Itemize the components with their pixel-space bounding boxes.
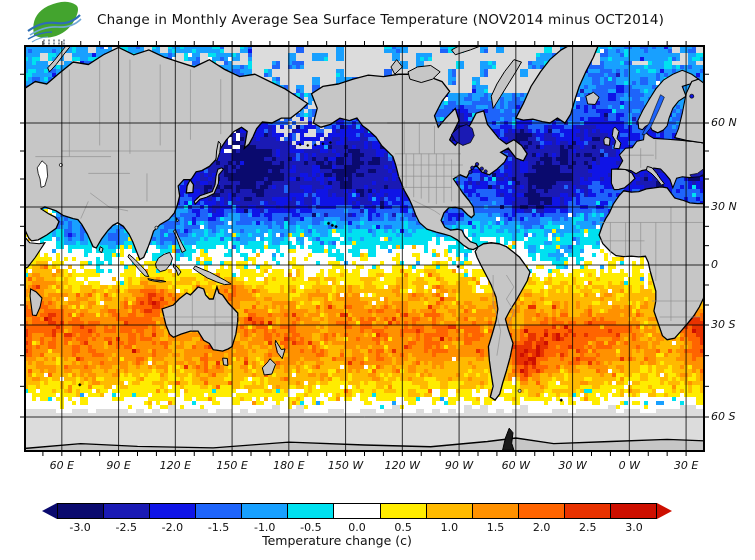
lon-tick-label: 90 W	[444, 459, 474, 472]
colorbar-segment	[563, 503, 610, 519]
colorbar-tick: 1.5	[486, 521, 505, 534]
colorbar-tick: 0.0	[348, 521, 366, 534]
colorbar-segment	[103, 503, 150, 519]
lon-tick-label: 30 E	[673, 459, 699, 472]
colorbar-segment	[195, 503, 242, 519]
colorbar-segment	[471, 503, 518, 519]
lon-tick-label: 150 W	[327, 459, 364, 472]
lon-tick-label: 60 W	[501, 459, 531, 472]
lon-tick-label: 120 W	[384, 459, 421, 472]
lon-tick-label: 30 W	[558, 459, 587, 472]
colorbar-segment	[379, 503, 426, 519]
colorbar-tick: 2.0	[532, 521, 551, 534]
leaf-icon	[33, 1, 78, 38]
colorbar-segment	[609, 503, 658, 519]
colorbar-tick: -1.5	[207, 521, 230, 534]
colorbar-segment	[517, 503, 564, 519]
colorbar-left-arrow-icon	[42, 503, 57, 519]
colorbar-segment	[241, 503, 288, 519]
colorbar-tick: -3.0	[69, 521, 91, 534]
lon-tick-label: 60 E	[49, 459, 75, 472]
lat-tick-label: 30 S	[711, 318, 736, 331]
lon-tick-label: 90 E	[106, 459, 131, 472]
wave-icon	[29, 18, 82, 36]
lat-tick-label: 0	[711, 258, 718, 271]
figure-title: Change in Monthly Average Sea Surface Te…	[97, 12, 665, 28]
colorbar-tick: 1.0	[440, 521, 459, 534]
lat-tick-label: 30 N	[711, 200, 737, 213]
colorbar-tick: -2.5	[115, 521, 137, 534]
colorbar-tick: -2.0	[161, 521, 184, 534]
colorbar-tick: 0.5	[394, 521, 412, 534]
sst-map-canvas	[18, 39, 711, 458]
lon-tick-label: 120 E	[159, 459, 192, 472]
colorbar-tick: -1.0	[253, 521, 276, 534]
lon-tick-label: 0 W	[618, 459, 641, 472]
colorbar-segment	[425, 503, 472, 519]
colorbar-tick: 2.5	[579, 521, 597, 534]
lon-tick-label: 180 E	[273, 459, 305, 472]
lat-tick-label: 60 S	[711, 410, 736, 423]
colorbar	[57, 503, 658, 519]
colorbar-segment	[287, 503, 334, 519]
colorbar-right-arrow-icon	[657, 503, 672, 519]
wave-icon	[27, 14, 81, 32]
colorbar-caption: Temperature change (c)	[262, 533, 412, 548]
lat-tick-label: 60 N	[711, 116, 737, 129]
colorbar-tick: 3.0	[625, 521, 643, 534]
colorbar-tick: -0.5	[300, 521, 322, 534]
leaf-wave-logo	[27, 1, 82, 45]
lon-tick-label: 150 E	[216, 459, 248, 472]
colorbar-tick-labels: -3.0 -2.5 -2.0 -1.5 -1.0 -0.5 0.0 0.5 1.0 1.5 2.0 2…	[57, 521, 657, 534]
colorbar-segment	[57, 503, 104, 519]
colorbar-segment	[149, 503, 196, 519]
wave-icon	[27, 31, 53, 40]
colorbar-segment	[333, 503, 380, 519]
